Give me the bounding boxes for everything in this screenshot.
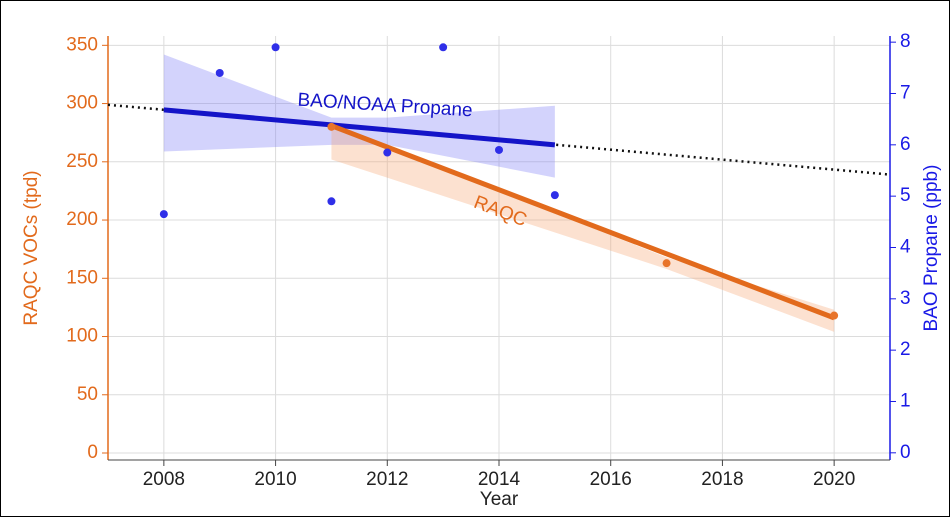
- y2-axis-label: BAO Propane (ppb): [921, 165, 942, 332]
- y-tick-label: 100: [66, 326, 98, 347]
- y2-tick-label: 5: [900, 185, 911, 206]
- data-point: [830, 311, 839, 320]
- data-point: [495, 145, 503, 154]
- x-tick-label: 2016: [590, 469, 632, 490]
- confidence-band: [331, 125, 835, 332]
- x-tick-label: 2020: [813, 469, 855, 490]
- y2-tick-label: 4: [900, 237, 911, 258]
- x-tick-label: 2014: [478, 469, 521, 490]
- y-tick-label: 0: [87, 442, 98, 463]
- data-point: [439, 43, 448, 52]
- x-tick-label: 2018: [701, 469, 743, 490]
- y-tick-label: 200: [66, 209, 98, 230]
- y-tick-label: 50: [77, 384, 98, 405]
- y-tick-label: 250: [66, 151, 98, 172]
- data-point: [327, 197, 336, 206]
- y2-tick-label: 8: [900, 31, 911, 52]
- data-point: [383, 148, 392, 157]
- trend-line: [330, 123, 836, 321]
- trend-extension: [107, 103, 891, 176]
- data-point: [550, 191, 559, 200]
- y2-tick-label: 2: [900, 339, 911, 360]
- x-tick-label: 2008: [143, 469, 185, 490]
- x-tick-label: 2010: [254, 469, 296, 490]
- y-tick-label: 350: [66, 34, 98, 55]
- y2-tick-label: 3: [900, 288, 911, 309]
- data-point: [327, 122, 336, 131]
- data-point: [215, 68, 224, 77]
- y2-tick-label: 7: [900, 83, 911, 104]
- y-axis-label: RAQC VOCs (tpd): [21, 170, 42, 325]
- y2-tick-label: 0: [900, 442, 911, 463]
- confidence-band: [163, 54, 555, 178]
- x-tick-label: 2012: [366, 469, 408, 490]
- y2-tick-label: 6: [900, 134, 911, 155]
- data-point: [271, 43, 280, 52]
- y2-tick-label: 1: [900, 390, 911, 411]
- y-tick-label: 300: [66, 93, 98, 114]
- trend-line: [163, 107, 556, 148]
- x-axis-label: Year: [480, 489, 519, 510]
- data-point: [662, 259, 671, 268]
- y-tick-label: 150: [66, 267, 98, 288]
- data-point: [159, 210, 168, 219]
